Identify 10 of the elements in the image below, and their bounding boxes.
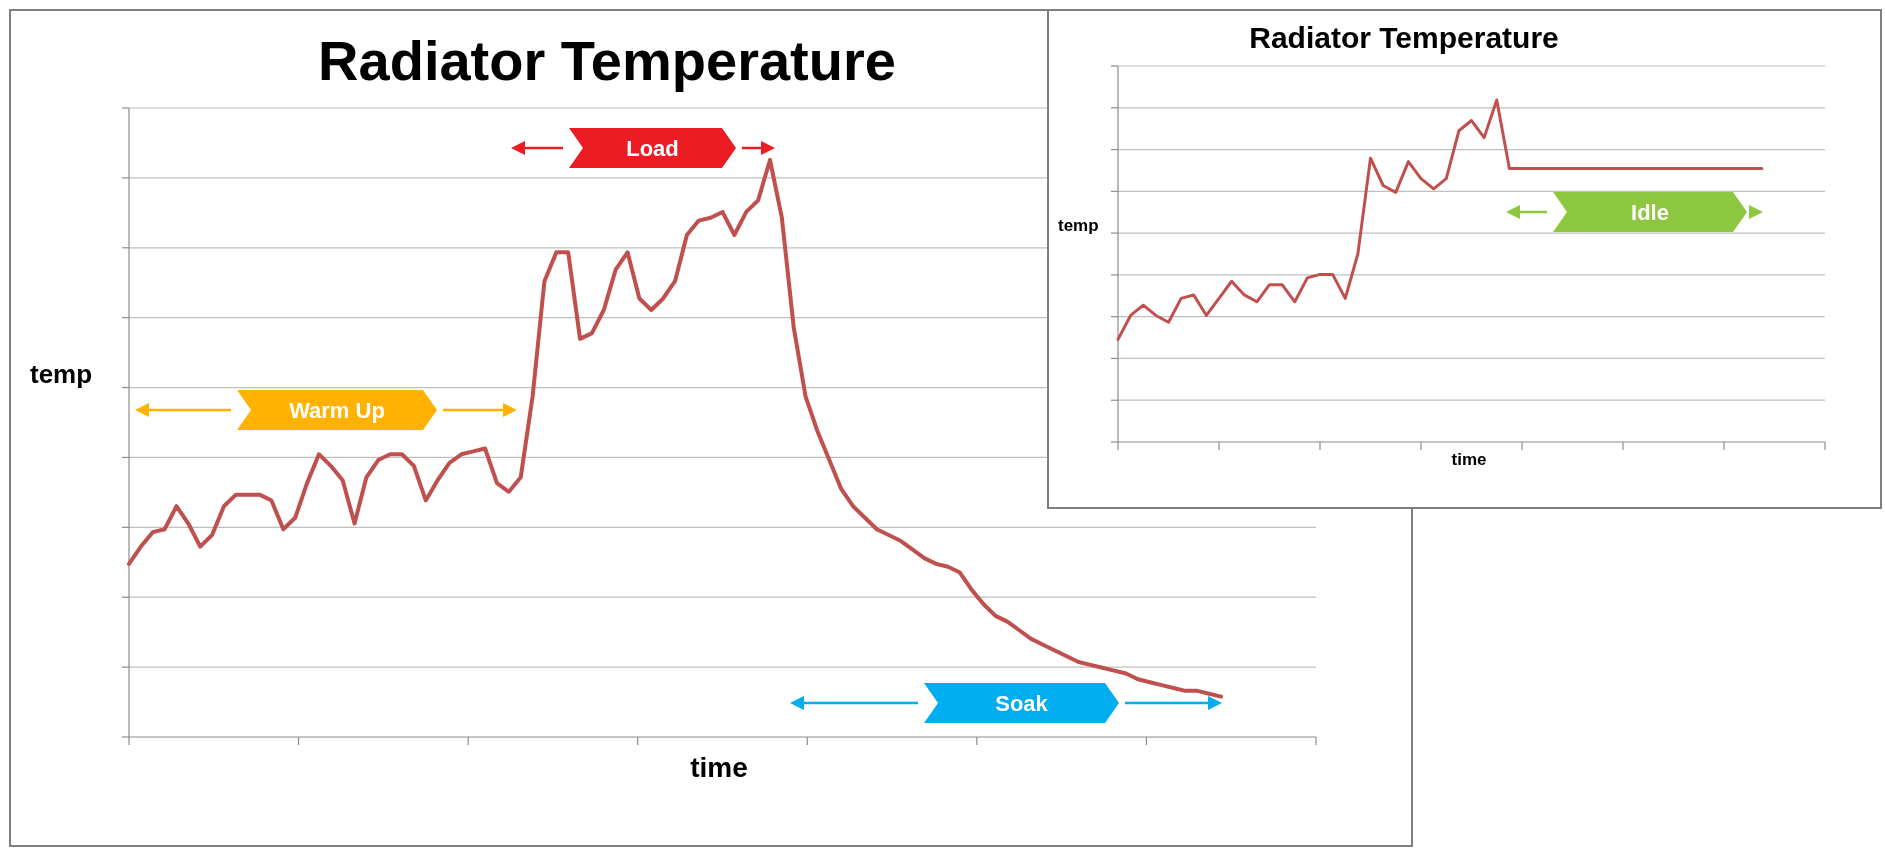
chart-title: Radiator Temperature [318,29,896,92]
chart-title: Radiator Temperature [1249,21,1559,54]
y-axis-title: temp [30,359,93,389]
y-axis-title: temp [1058,216,1099,235]
annotation: Idle [1631,200,1669,225]
annotation: Load [626,136,679,161]
annotation: Warm Up [289,398,385,423]
x-axis-title: time [1451,450,1487,469]
annotation: Soak [995,691,1049,716]
x-axis-title: time [690,752,748,783]
